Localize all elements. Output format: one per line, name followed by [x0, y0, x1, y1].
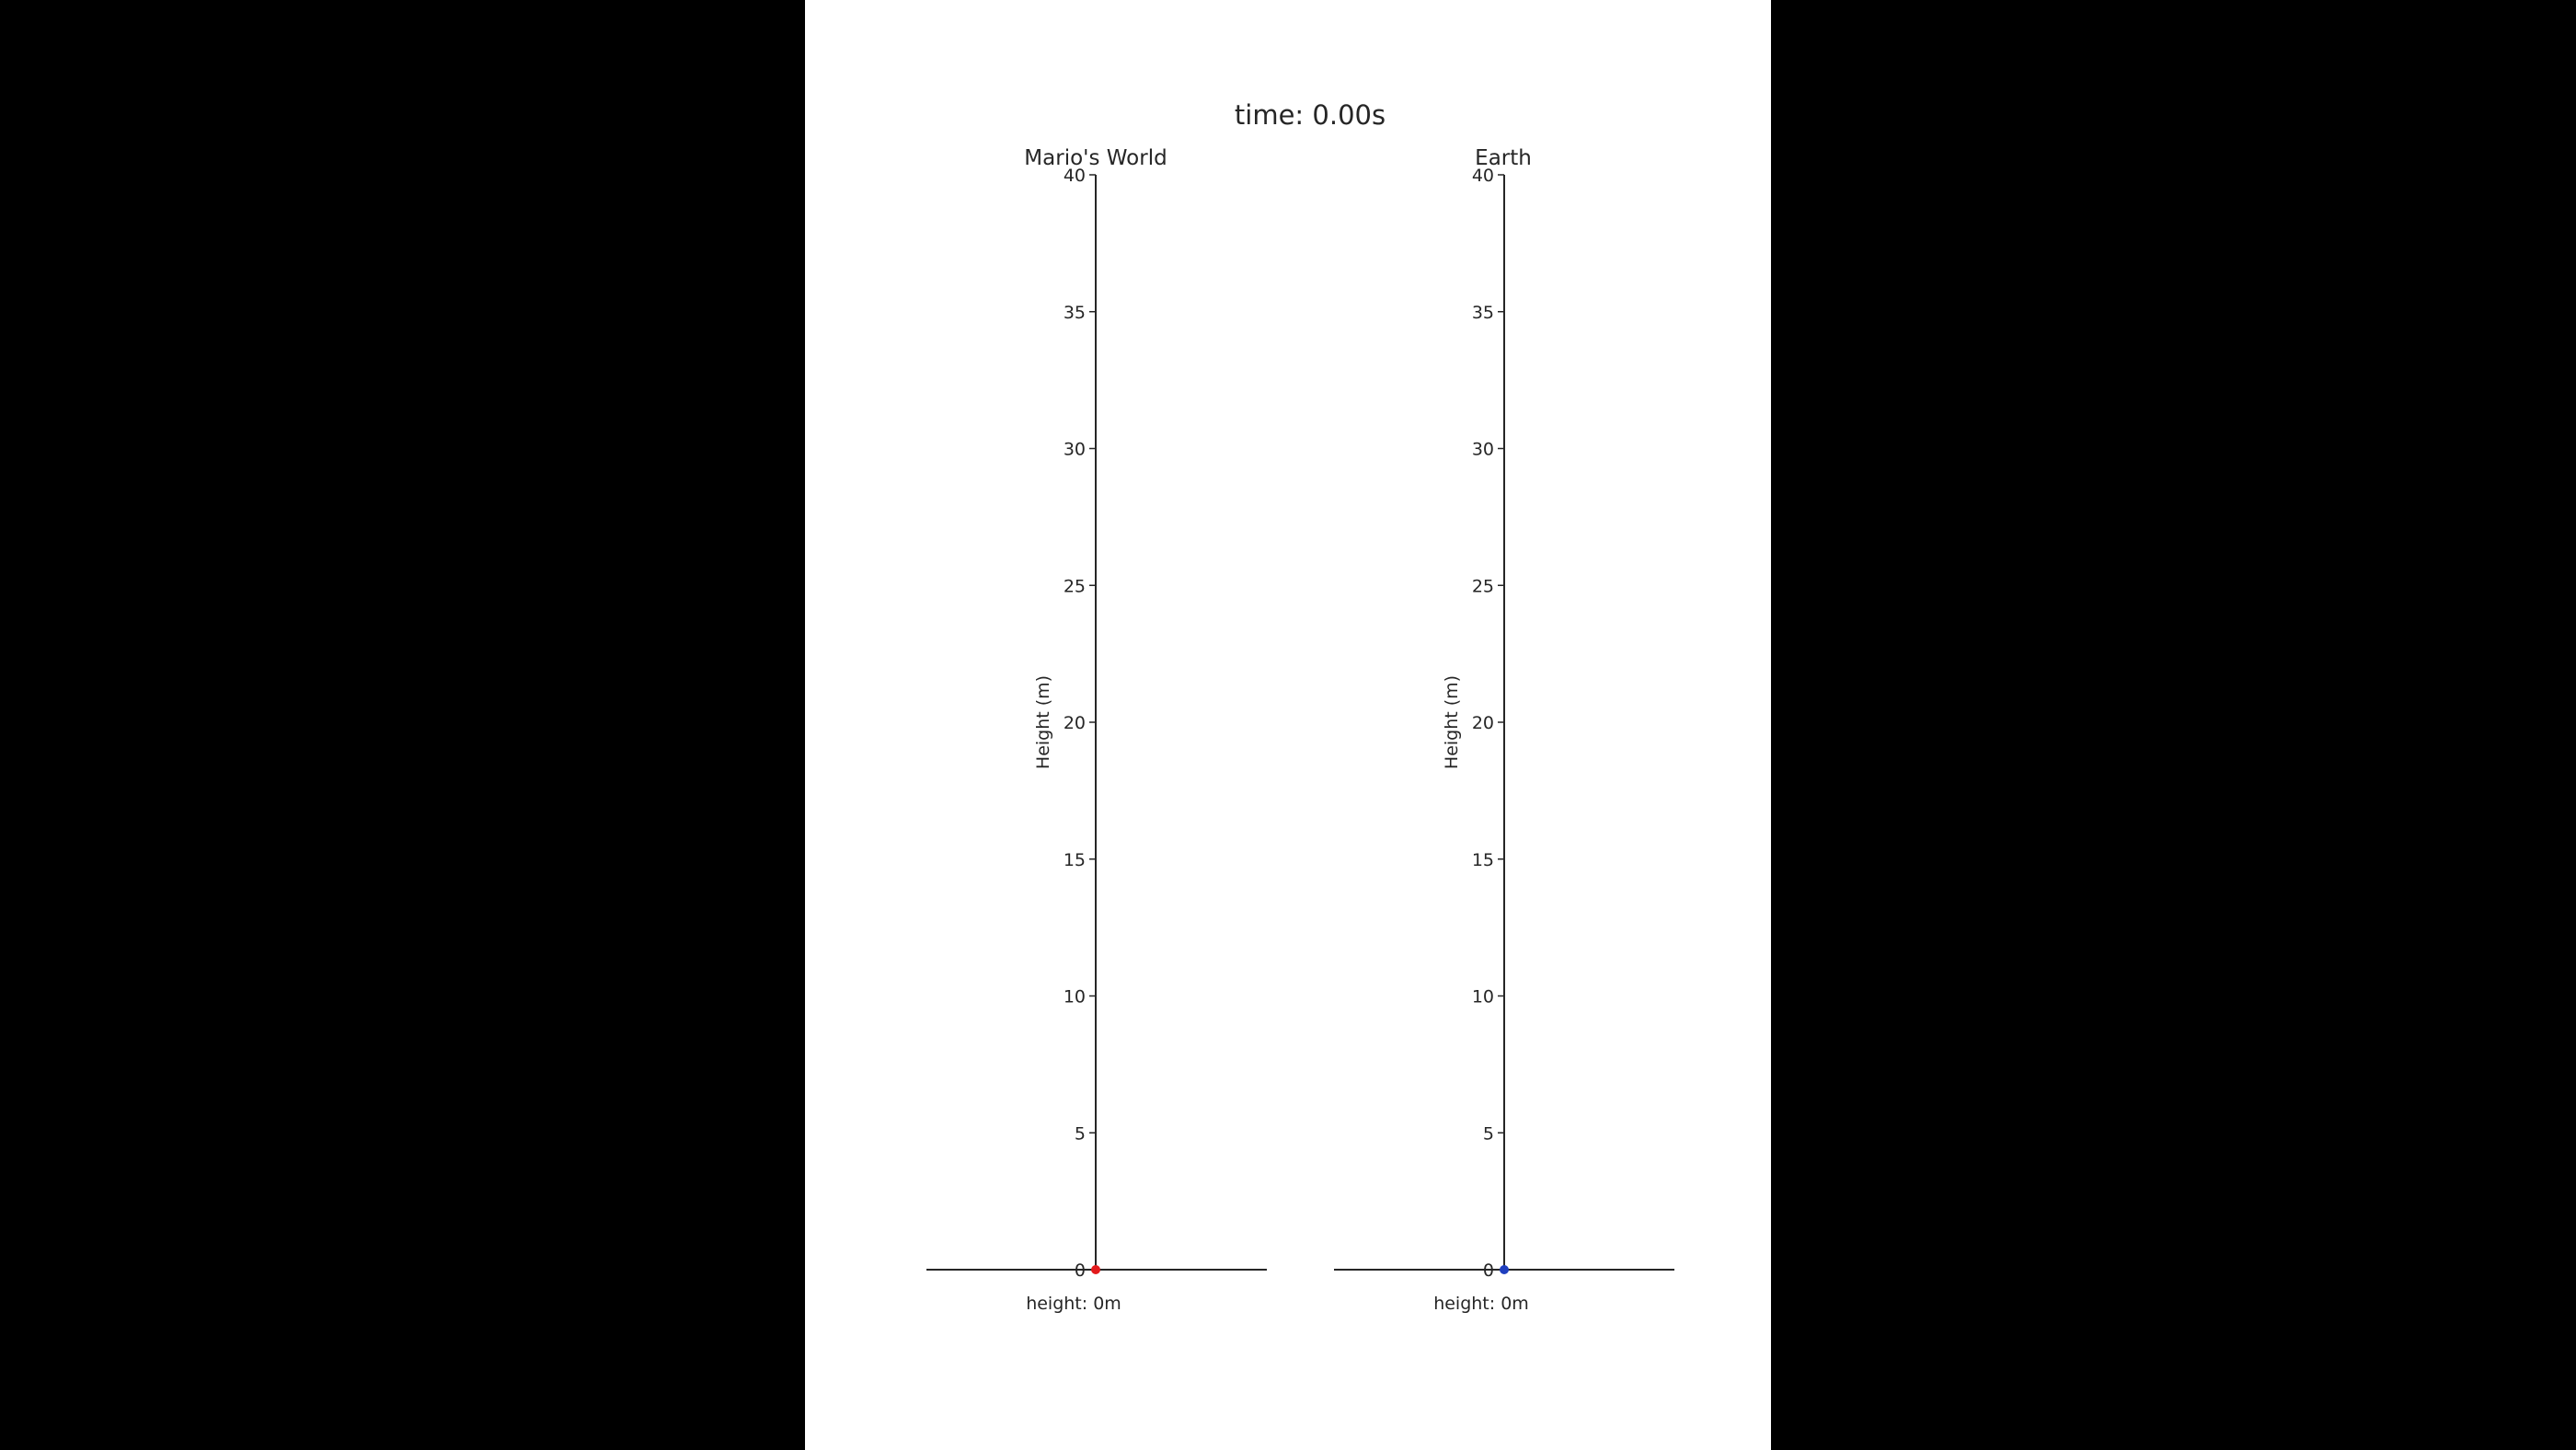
mario-world-subplot-title: Mario's World [1024, 146, 1167, 170]
mario-world-y-ticks: 0 5 10 15 20 25 30 35 40 [1064, 166, 1096, 1281]
earth-y-tick-label: 25 [1472, 576, 1494, 596]
mario-world-y-tick-label: 20 [1064, 713, 1086, 733]
figure-title: time: 0.00s [1235, 99, 1386, 131]
earth-y-tick-label: 20 [1472, 713, 1494, 733]
mario-world-y-tick-label: 5 [1075, 1123, 1086, 1144]
mario-world-y-tick-label: 10 [1064, 987, 1086, 1007]
earth-y-axis-label: Height (m) [1442, 675, 1462, 769]
mario-world-height-readout: height: 0m [1026, 1294, 1121, 1314]
earth-y-tick-label: 35 [1472, 303, 1494, 323]
earth-y-tick-label: 0 [1483, 1260, 1494, 1281]
mario-world-y-axis-label: Height (m) [1033, 675, 1053, 769]
earth-y-tick-label: 40 [1472, 166, 1494, 186]
earth-subplot: Earth 0 5 10 15 20 25 30 35 40 Height (m) height… [1334, 146, 1674, 1314]
earth-height-marker [1500, 1265, 1509, 1274]
mario-world-y-tick-label: 25 [1064, 576, 1086, 596]
earth-y-ticks: 0 5 10 15 20 25 30 35 40 [1472, 166, 1504, 1281]
earth-height-readout: height: 0m [1433, 1294, 1529, 1314]
mario-world-y-tick-label: 0 [1075, 1260, 1086, 1281]
earth-y-tick-label: 10 [1472, 987, 1494, 1007]
mario-world-y-tick-label: 35 [1064, 303, 1086, 323]
mario-world-y-tick-label: 15 [1064, 850, 1086, 870]
figure-canvas [805, 0, 1771, 1450]
mario-world-markers [1091, 1265, 1100, 1274]
mario-world-height-marker [1091, 1265, 1100, 1274]
earth-markers [1500, 1265, 1509, 1274]
earth-y-tick-label: 5 [1483, 1123, 1494, 1144]
earth-subplot-title: Earth [1475, 146, 1532, 170]
earth-y-tick-label: 15 [1472, 850, 1494, 870]
mario-world-y-tick-label: 30 [1064, 440, 1086, 460]
mario-world-y-tick-label: 40 [1064, 166, 1086, 186]
mario-world-subplot: Mario's World 0 5 10 15 20 25 30 35 40 Height (m… [926, 146, 1267, 1314]
earth-y-tick-label: 30 [1472, 440, 1494, 460]
